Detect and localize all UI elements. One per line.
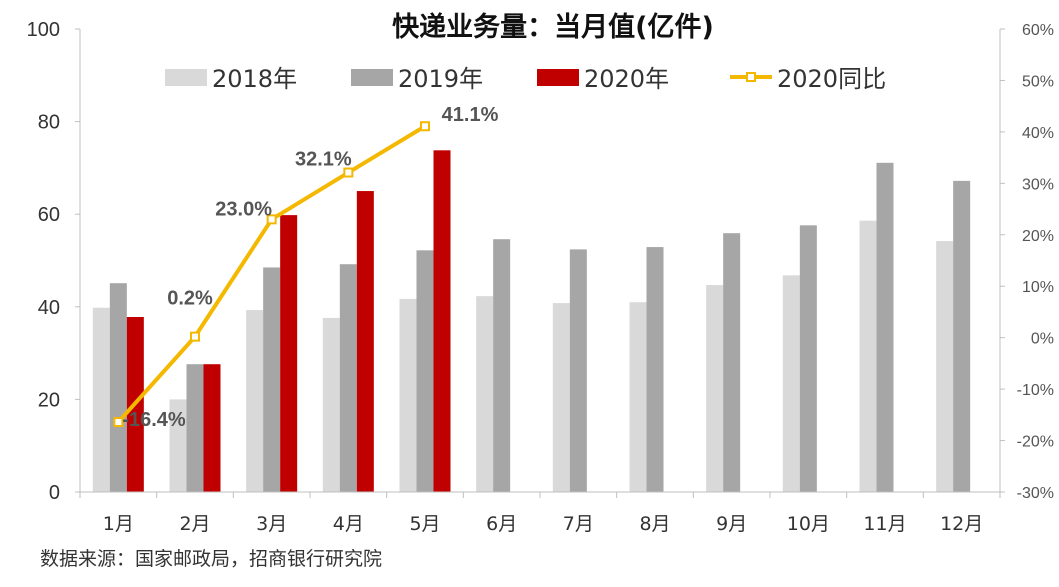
yoy-marker bbox=[420, 121, 430, 132]
left-tick-label: 20 bbox=[38, 389, 60, 411]
legend-label: 2020年 bbox=[584, 65, 669, 93]
bar-2019年-5月 bbox=[416, 250, 434, 492]
bar-2018年-11月 bbox=[859, 220, 877, 492]
yoy-marker bbox=[113, 417, 124, 428]
right-tick-label: 50% bbox=[1022, 73, 1054, 90]
x-tick-label: 3月 bbox=[256, 513, 287, 535]
legend-label: 2020同比 bbox=[777, 65, 886, 93]
yoy-marker bbox=[343, 167, 354, 178]
left-axis: 0 20 40 60 80 100 bbox=[27, 19, 81, 504]
right-tick-label: -30% bbox=[1017, 485, 1054, 502]
bar-2019年-2月 bbox=[186, 364, 204, 492]
x-tick-label: 10月 bbox=[787, 513, 830, 535]
bar-2018年-12月 bbox=[936, 241, 954, 492]
bar-2019年-6月 bbox=[493, 239, 511, 492]
right-tick-label: 30% bbox=[1022, 176, 1054, 193]
chart-title: 快递业务量：当月值(亿件) bbox=[392, 11, 714, 43]
legend-marker bbox=[746, 72, 756, 82]
x-tick-label: 9月 bbox=[716, 513, 747, 535]
bar-2018年-6月 bbox=[476, 296, 494, 492]
yoy-data-label: 41.1% bbox=[442, 104, 499, 126]
legend-swatch bbox=[351, 69, 393, 86]
yoy-data-label: 32.1% bbox=[295, 149, 352, 171]
bar-2018年-4月 bbox=[322, 317, 340, 492]
bar-2018年-10月 bbox=[782, 275, 800, 492]
x-tick-label: 6月 bbox=[486, 513, 517, 535]
legend-swatch bbox=[537, 69, 579, 86]
yoy-line bbox=[113, 121, 430, 428]
x-axis: 1月 2月 3月 4月 5月 6月 7月 8月 9月 10月 11月 12月 bbox=[79, 491, 1001, 535]
left-tick-label: 60 bbox=[38, 204, 60, 226]
bar-2020年-4月 bbox=[356, 191, 374, 493]
legend: 2018年 2019年 2020年 2020同比 bbox=[165, 65, 886, 93]
bar-2019年-1月 bbox=[109, 283, 127, 492]
bar-2019年-7月 bbox=[569, 249, 587, 492]
bar-2019年-10月 bbox=[799, 225, 817, 492]
x-tick-label: 7月 bbox=[563, 513, 594, 535]
yoy-data-label: -16.4% bbox=[122, 409, 186, 431]
yoy-marker bbox=[190, 331, 200, 342]
right-tick-label: 10% bbox=[1022, 279, 1054, 296]
yoy-data-label: 23.0% bbox=[215, 198, 272, 220]
bar-2019年-11月 bbox=[876, 162, 894, 492]
x-tick-label: 11月 bbox=[863, 513, 906, 535]
source-note: 数据来源：国家邮政局，招商银行研究院 bbox=[40, 548, 382, 570]
bar-2019年-3月 bbox=[263, 267, 281, 492]
bar-2020年-3月 bbox=[280, 215, 298, 492]
bars bbox=[92, 150, 971, 493]
bar-2019年-12月 bbox=[953, 180, 971, 492]
bar-2019年-8月 bbox=[646, 247, 664, 492]
right-axis: -30% -20% -10% 0% 10% 20% 30% 40% 50% 60% bbox=[999, 22, 1054, 502]
bar-2018年-9月 bbox=[706, 285, 724, 492]
x-tick-label: 1月 bbox=[103, 513, 134, 535]
legend-swatch bbox=[165, 69, 207, 86]
right-tick-label: 40% bbox=[1022, 125, 1054, 142]
legend-label: 2018年 bbox=[212, 65, 297, 93]
bar-2019年-9月 bbox=[723, 233, 741, 493]
right-tick-label: 20% bbox=[1022, 228, 1054, 245]
right-tick-label: 60% bbox=[1022, 22, 1054, 39]
yoy-data-label: 0.2% bbox=[167, 288, 213, 310]
left-tick-label: 40 bbox=[38, 297, 60, 319]
bar-2018年-7月 bbox=[552, 303, 570, 492]
yoy-marker bbox=[266, 214, 277, 225]
left-tick-label: 80 bbox=[38, 112, 60, 134]
right-tick-label: -20% bbox=[1017, 434, 1054, 451]
bar-2018年-8月 bbox=[629, 302, 647, 492]
x-tick-label: 4月 bbox=[333, 513, 364, 535]
legend-label: 2019年 bbox=[398, 65, 483, 93]
x-tick-label: 8月 bbox=[639, 513, 670, 535]
left-tick-label: 100 bbox=[27, 19, 60, 41]
x-tick-label: 12月 bbox=[940, 513, 983, 535]
data-labels: -16.4% 0.2% 23.0% 32.1% 41.1% bbox=[122, 104, 498, 431]
bar-2019年-4月 bbox=[339, 264, 357, 492]
bar-2020年-2月 bbox=[203, 364, 221, 492]
bar-2018年-2月 bbox=[169, 399, 187, 492]
right-tick-label: 0% bbox=[1031, 331, 1054, 348]
bar-2018年-5月 bbox=[399, 298, 417, 492]
left-tick-label: 0 bbox=[49, 482, 60, 504]
right-tick-label: -10% bbox=[1017, 382, 1054, 399]
bar-2018年-1月 bbox=[92, 307, 110, 492]
x-tick-label: 2月 bbox=[179, 513, 210, 535]
bar-2020年-5月 bbox=[433, 150, 451, 492]
x-tick-label: 5月 bbox=[409, 513, 440, 535]
bar-2018年-3月 bbox=[246, 310, 264, 492]
